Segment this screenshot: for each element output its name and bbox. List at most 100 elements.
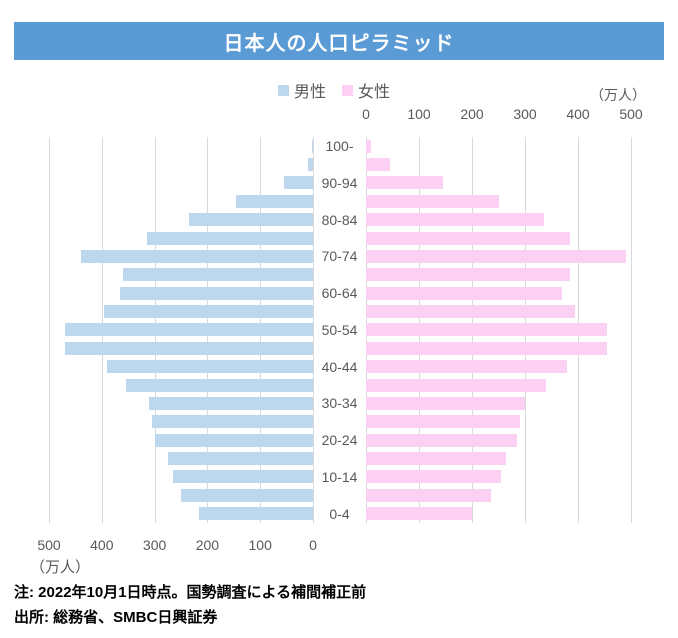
male-bar-95-99 xyxy=(307,158,313,172)
bar-row xyxy=(366,505,631,523)
female-bar-60-64 xyxy=(366,286,563,300)
bar-row xyxy=(366,339,631,357)
bar-row xyxy=(366,486,631,504)
age-label-row: 10-14 xyxy=(321,468,358,485)
axis-tick-label: 300 xyxy=(142,537,167,553)
male-bar-40-44 xyxy=(107,360,313,374)
gridline xyxy=(313,137,314,523)
bar-row xyxy=(49,413,313,431)
bar-row xyxy=(366,449,631,467)
male-bar-50-54 xyxy=(64,323,313,337)
axis-unit-label-top: （万人） xyxy=(590,87,646,103)
axis-tick-label: 400 xyxy=(566,106,590,122)
bar-series-女性 xyxy=(366,137,631,523)
age-label-row xyxy=(313,376,366,394)
legend-item-female: 女性 xyxy=(342,78,390,102)
age-label-row xyxy=(313,339,366,357)
male-bar-25-29 xyxy=(151,415,313,429)
axis-tick-label: 300 xyxy=(513,106,537,122)
male-bar-45-49 xyxy=(64,341,313,355)
age-label-row: 40-44 xyxy=(321,358,358,375)
female-bar-75-79 xyxy=(366,231,571,245)
female-bar-35-39 xyxy=(366,378,547,392)
axis-unit-label-bottom: （万人） xyxy=(30,559,91,576)
male-bar-55-59 xyxy=(104,305,313,319)
bar-row xyxy=(366,137,631,155)
female-bar-80-84 xyxy=(366,213,544,227)
chart-title: 日本人の人口ピラミッド xyxy=(223,32,455,55)
age-label-row: 50-54 xyxy=(321,321,358,338)
age-label-row xyxy=(313,486,366,504)
bar-row xyxy=(366,358,631,376)
axis-tick-label: 200 xyxy=(195,537,220,553)
age-label-row xyxy=(313,413,366,431)
female-bar-25-29 xyxy=(366,415,520,429)
bar-row xyxy=(366,211,631,229)
male-bar-10-14 xyxy=(173,470,313,484)
age-label-row: 100- xyxy=(325,138,354,155)
bar-row xyxy=(49,468,313,486)
female-bar-70-74 xyxy=(366,249,626,263)
male-axis-tick-labels: 500 400 300 200 100 0 xyxy=(37,537,317,553)
female-bar-0-4 xyxy=(366,507,472,521)
bar-row xyxy=(49,505,313,523)
male-bar-65-69 xyxy=(122,268,313,282)
male-bar-75-79 xyxy=(146,231,313,245)
age-label-row: 80-84 xyxy=(321,211,358,228)
age-label-row: 0-4 xyxy=(329,505,350,522)
male-panel xyxy=(49,137,314,523)
bar-row xyxy=(366,174,631,192)
male-bar-15-19 xyxy=(167,452,313,466)
bar-row xyxy=(49,266,313,284)
axis-tick-label: 0 xyxy=(309,537,317,553)
age-group-labels: 100- 90-94 80-84 70-74 60-64 50-54 40-44 30-34 2… xyxy=(313,137,366,523)
bar-row xyxy=(366,155,631,173)
bar-row xyxy=(366,431,631,449)
age-label-row: 30-34 xyxy=(321,395,358,412)
age-label-row xyxy=(313,302,366,320)
bar-row xyxy=(366,192,631,210)
chart-title-banner: 日本人の人口ピラミッド xyxy=(14,22,664,60)
bar-row xyxy=(49,486,313,504)
axis-tick-label: 0 xyxy=(362,106,370,122)
female-bar-15-19 xyxy=(366,452,507,466)
male-bar-85-89 xyxy=(236,194,313,208)
bar-row xyxy=(49,302,313,320)
female-bar-90-94 xyxy=(366,176,443,190)
axis-tick-label: 400 xyxy=(90,537,114,553)
axis-tick-label: 500 xyxy=(37,537,61,553)
male-bar-100- xyxy=(311,139,313,153)
male-bar-80-84 xyxy=(188,213,313,227)
bar-row xyxy=(49,284,313,302)
bar-row xyxy=(49,137,313,155)
age-label-row: 70-74 xyxy=(321,248,358,265)
age-label-row: 60-64 xyxy=(321,285,358,302)
bar-row xyxy=(49,431,313,449)
bar-row xyxy=(49,339,313,357)
bar-row xyxy=(366,321,631,339)
bar-row xyxy=(49,394,313,412)
age-label-row xyxy=(313,449,366,467)
age-label-row: 90-94 xyxy=(321,174,358,191)
male-swatch-icon xyxy=(278,84,289,96)
bar-row xyxy=(49,247,313,265)
axis-tick-label: 200 xyxy=(460,106,484,122)
bar-row xyxy=(49,174,313,192)
gridline xyxy=(631,137,632,523)
male-bar-20-24 xyxy=(154,433,313,447)
legend: 男性 女性 xyxy=(278,78,390,102)
female-bar-50-54 xyxy=(366,323,608,337)
female-bar-30-34 xyxy=(366,396,525,410)
bar-row xyxy=(366,376,631,394)
age-label-row xyxy=(313,192,366,210)
male-bar-90-94 xyxy=(283,176,313,190)
gridline xyxy=(49,137,50,523)
bar-row xyxy=(49,229,313,247)
bar-row xyxy=(366,266,631,284)
bar-row xyxy=(49,211,313,229)
bar-row xyxy=(49,376,313,394)
axis-tick-label: 100 xyxy=(407,106,431,122)
bar-row xyxy=(366,229,631,247)
bar-row xyxy=(366,302,631,320)
female-panel xyxy=(366,137,632,523)
